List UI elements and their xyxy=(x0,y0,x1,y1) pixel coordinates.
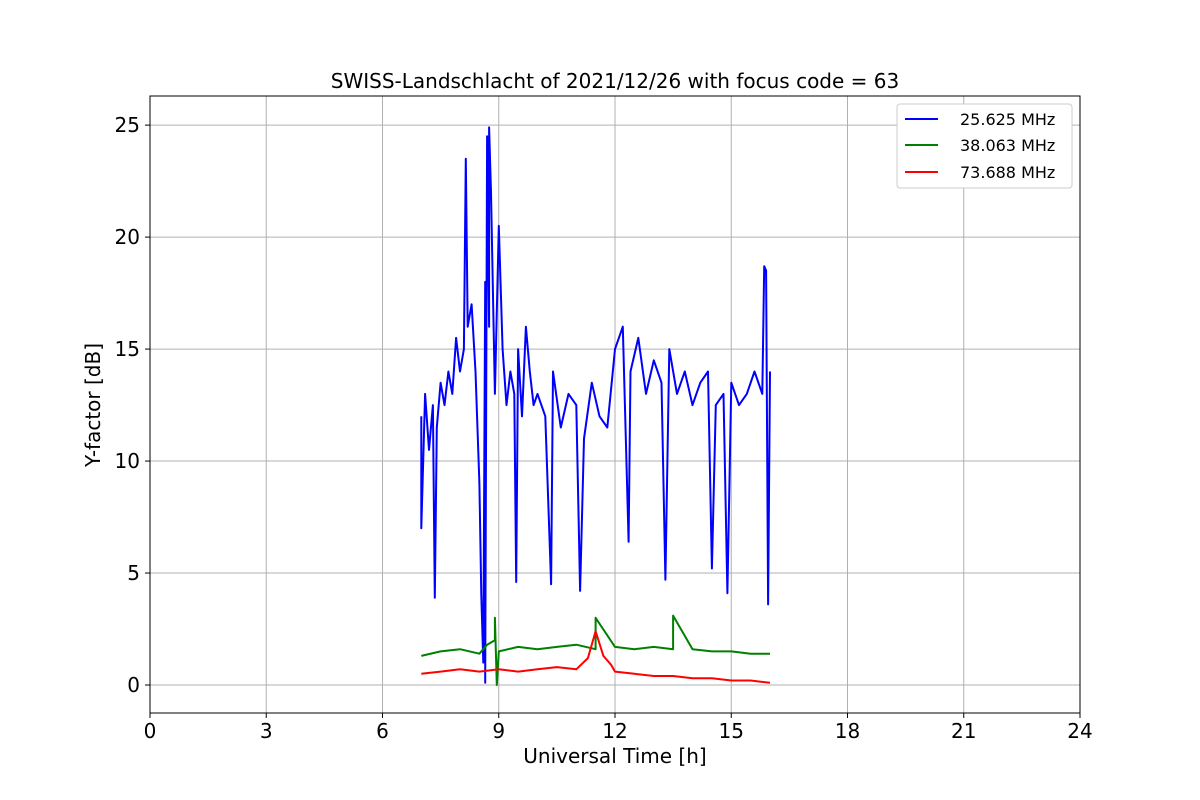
plot-area: 0 3 6 9 12 15 18 21 24 0 5 10 15 20 25 xyxy=(115,95,1093,743)
x-axis-title: Universal Time [h] xyxy=(523,744,706,768)
chart-title: SWISS-Landschlacht of 2021/12/26 with fo… xyxy=(331,69,899,93)
y-axis: 0 5 10 15 20 25 xyxy=(115,113,150,697)
x-tick-label: 12 xyxy=(602,719,627,743)
y-tick-label: 15 xyxy=(115,337,140,361)
x-tick-label: 9 xyxy=(492,719,505,743)
x-tick-label: 18 xyxy=(835,719,860,743)
series-layer xyxy=(420,126,771,686)
y-tick-label: 0 xyxy=(127,673,140,697)
x-tick-label: 6 xyxy=(376,719,389,743)
series-line-3 xyxy=(421,630,771,684)
series-line-2 xyxy=(421,614,770,686)
y-tick-label: 25 xyxy=(115,113,140,137)
legend-label-series-3: 73.688 MHz xyxy=(960,163,1055,182)
legend-label-series-2: 38.063 MHz xyxy=(960,136,1055,155)
y-tick-label: 10 xyxy=(115,449,140,473)
x-tick-label: 15 xyxy=(719,719,744,743)
x-tick-label: 3 xyxy=(260,719,273,743)
series-line-1 xyxy=(420,126,771,684)
y-axis-title: Y-factor [dB] xyxy=(81,343,105,468)
x-tick-label: 0 xyxy=(144,719,157,743)
y-tick-label: 20 xyxy=(115,225,140,249)
legend: 25.625 MHz 38.063 MHz 73.688 MHz xyxy=(896,103,1073,189)
legend-box xyxy=(896,103,1073,189)
legend-label-series-1: 25.625 MHz xyxy=(960,110,1055,129)
x-tick-label: 21 xyxy=(951,719,976,743)
x-tick-label: 24 xyxy=(1067,719,1092,743)
y-tick-label: 5 xyxy=(127,561,140,585)
x-axis: 0 3 6 9 12 15 18 21 24 xyxy=(144,713,1093,743)
